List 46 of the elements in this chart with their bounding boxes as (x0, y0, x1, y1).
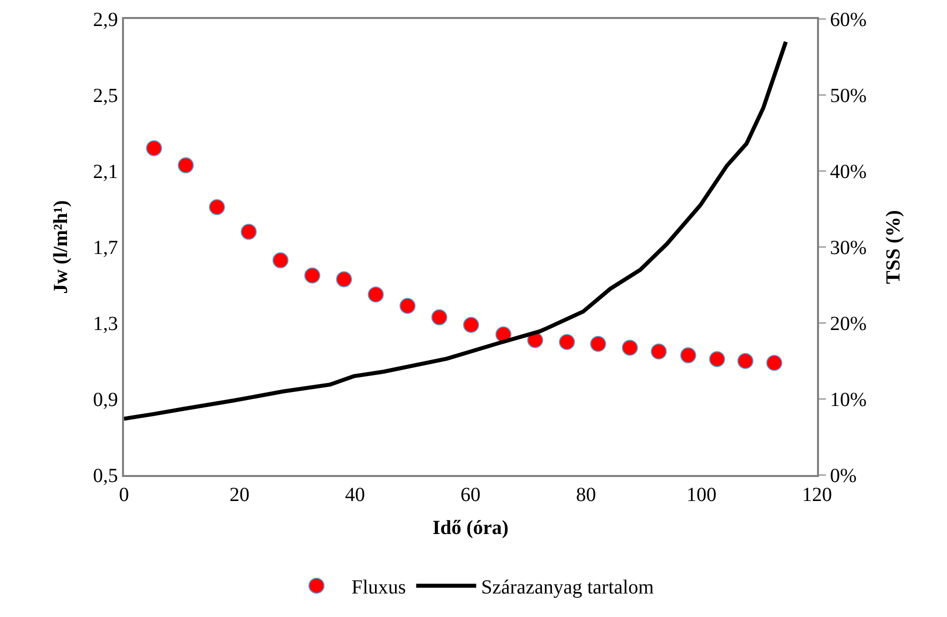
y-tick-label: 0,9 (93, 389, 118, 411)
point (650, 344, 667, 360)
point (766, 354, 782, 371)
x-axis-title: Idő (óra) (432, 517, 509, 539)
point (208, 199, 225, 216)
point (272, 252, 288, 268)
x-tick-label: 60 (460, 484, 480, 506)
point (368, 286, 384, 302)
y-axis-title: Jw (l/m²h¹) (50, 200, 72, 294)
point (178, 157, 194, 174)
point (463, 316, 480, 333)
point (304, 268, 320, 284)
y2-tick-label: 20% (830, 313, 867, 335)
y-tick-label: 2,5 (93, 85, 118, 107)
point (680, 347, 696, 364)
y2-tick-label: 0% (830, 465, 857, 487)
x-tick-label: 100 (686, 484, 716, 506)
y-tick-label: 1,3 (93, 313, 118, 335)
line-series (124, 40, 788, 421)
y-tick-label: 1,7 (93, 237, 118, 259)
legend-label: Fluxus (352, 576, 406, 598)
y2-tick-label: 10% (830, 389, 867, 411)
point (558, 334, 575, 350)
y2-tick-label: 60% (830, 9, 867, 31)
x-tick-label: 40 (345, 484, 365, 506)
y-tick-label: 2,1 (93, 161, 118, 183)
y2-tick-label: 50% (830, 85, 867, 107)
x-tick-label: 0 (119, 484, 129, 506)
x-tick-label: 120 (802, 484, 832, 506)
point (240, 224, 257, 240)
point (737, 353, 754, 369)
y2-tick-label: 40% (830, 161, 867, 183)
point (146, 140, 162, 156)
point (400, 298, 416, 314)
y-tick-label: 2,9 (93, 9, 118, 31)
point (622, 340, 638, 356)
x-tick-label: 80 (576, 484, 596, 506)
y2-tick-label: 30% (830, 237, 867, 259)
y-tick-label: 0,5 (93, 465, 118, 487)
point (336, 271, 352, 288)
x-tick-label: 20 (230, 484, 250, 506)
point (709, 351, 726, 368)
point (590, 336, 606, 352)
y2-axis-title: TSS (%) (882, 210, 905, 284)
point (431, 309, 448, 326)
legend-label: Szárazanyag tartalom (481, 576, 654, 598)
